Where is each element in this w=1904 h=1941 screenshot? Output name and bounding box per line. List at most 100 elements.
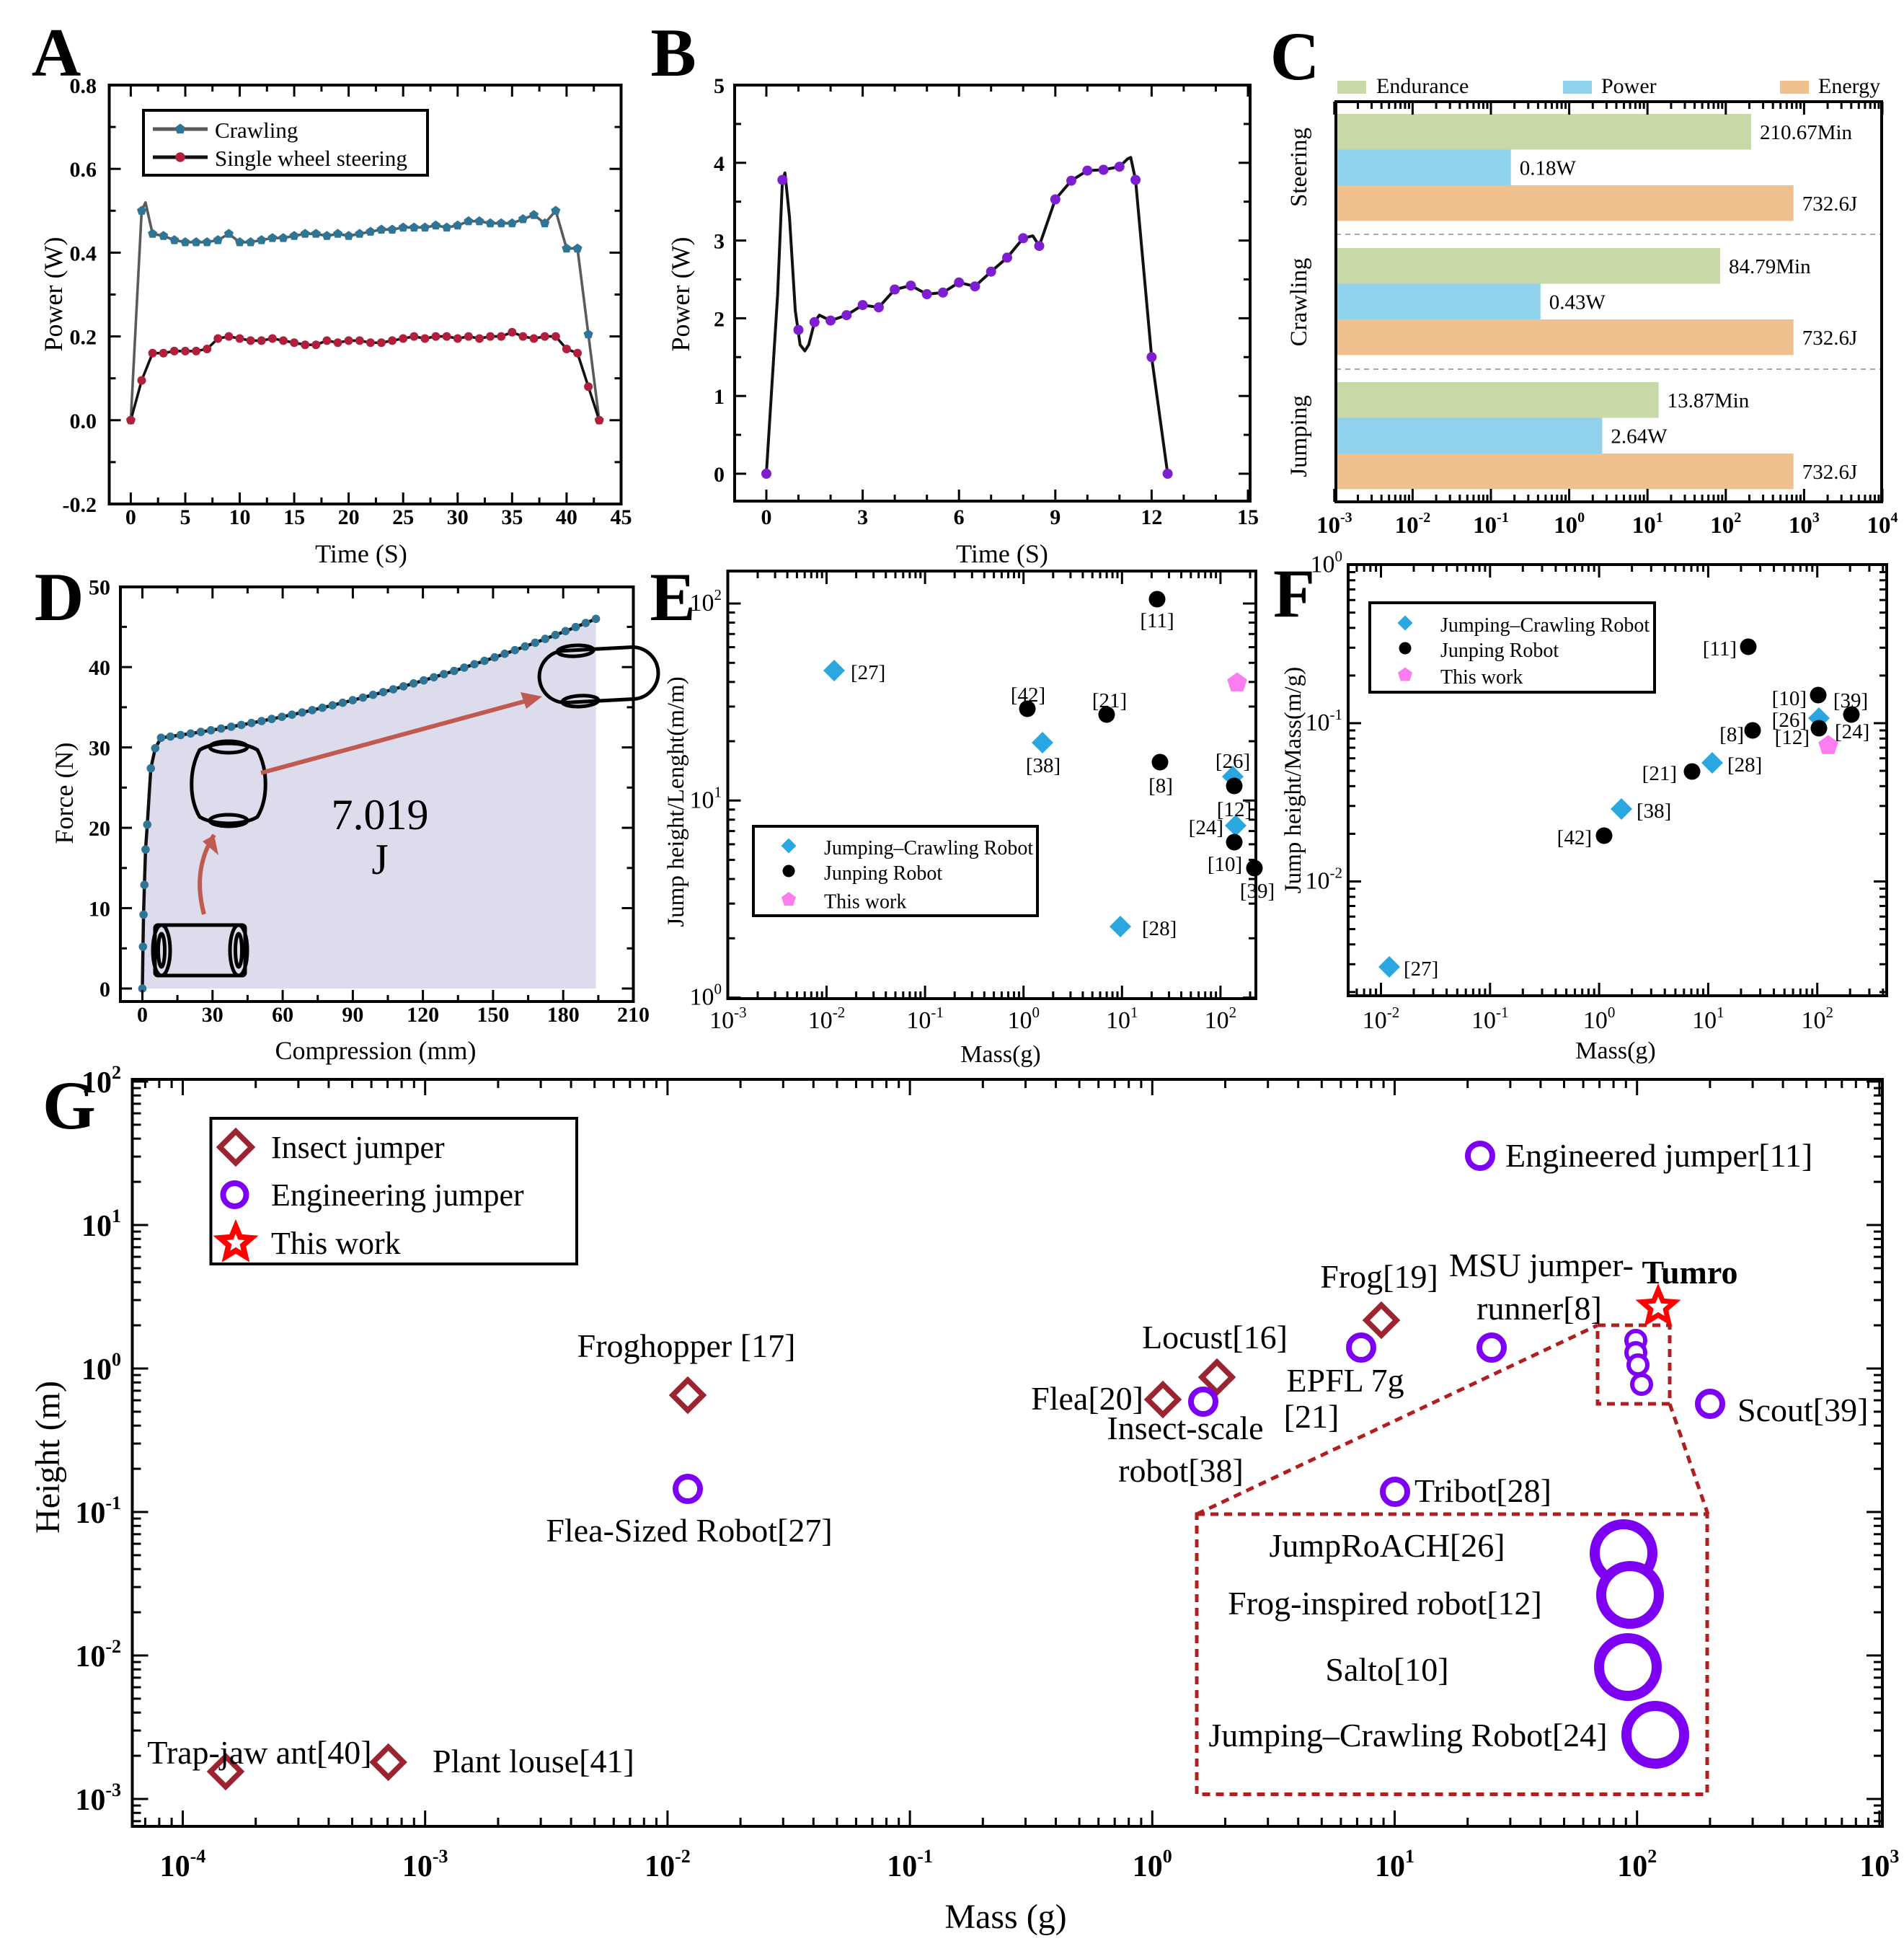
svg-text:15: 15: [283, 505, 305, 529]
svg-text:84.79Min: 84.79Min: [1729, 255, 1811, 278]
svg-text:Power (W): Power (W): [39, 237, 68, 352]
svg-text:Single wheel steering: Single wheel steering: [215, 146, 407, 171]
svg-text:3: 3: [857, 505, 868, 529]
svg-text:[12]: [12]: [1775, 726, 1810, 749]
svg-text:[24]: [24]: [1835, 720, 1869, 743]
svg-text:25: 25: [392, 505, 414, 529]
svg-text:10-2: 10-2: [1363, 1004, 1400, 1034]
svg-text:MSU jumper-: MSU jumper-: [1449, 1247, 1634, 1283]
svg-text:Insect-scale: Insect-scale: [1107, 1410, 1263, 1446]
svg-text:Compression (mm): Compression (mm): [275, 1036, 477, 1065]
svg-text:10: 10: [89, 898, 110, 921]
svg-text:Mass (g): Mass (g): [944, 1898, 1066, 1936]
svg-text:Jumping: Jumping: [1286, 395, 1312, 477]
svg-text:Froghopper [17]: Froghopper [17]: [577, 1327, 796, 1364]
svg-text:robot[38]: robot[38]: [1118, 1452, 1244, 1489]
svg-text:[27]: [27]: [1404, 958, 1438, 981]
svg-text:[8]: [8]: [1719, 723, 1744, 746]
svg-text:Time (S): Time (S): [956, 539, 1048, 568]
svg-text:Flea-Sized Robot[27]: Flea-Sized Robot[27]: [546, 1512, 832, 1549]
svg-text:732.6J: 732.6J: [1802, 193, 1858, 216]
svg-text:Jumping–Crawling Robot[24]: Jumping–Crawling Robot[24]: [1208, 1717, 1607, 1754]
svg-text:0.6: 0.6: [70, 158, 97, 182]
svg-text:Steering: Steering: [1286, 128, 1312, 207]
svg-text:Salto[10]: Salto[10]: [1325, 1651, 1448, 1688]
svg-text:102: 102: [81, 1062, 121, 1100]
svg-text:J: J: [371, 836, 388, 883]
svg-text:Endurance: Endurance: [1376, 74, 1469, 98]
svg-text:[21]: [21]: [1284, 1398, 1340, 1435]
svg-text:20: 20: [89, 817, 110, 841]
svg-text:10-2: 10-2: [1395, 510, 1431, 539]
svg-text:[10]: [10]: [1208, 853, 1242, 876]
svg-text:Frog-inspired robot[12]: Frog-inspired robot[12]: [1228, 1585, 1542, 1622]
svg-text:Insect jumper: Insect jumper: [271, 1130, 445, 1165]
svg-text:0.8: 0.8: [70, 74, 97, 98]
svg-text:45: 45: [610, 505, 632, 529]
svg-text:[21]: [21]: [1642, 762, 1677, 785]
svg-text:[21]: [21]: [1092, 689, 1127, 712]
svg-text:Mass(g): Mass(g): [1575, 1038, 1655, 1064]
svg-text:[12]: [12]: [1217, 798, 1252, 821]
svg-text:0: 0: [714, 463, 725, 487]
svg-text:2: 2: [714, 307, 725, 331]
svg-text:Jump height/Lenght(m/m): Jump height/Lenght(m/m): [663, 676, 689, 927]
svg-text:180: 180: [547, 1003, 580, 1027]
svg-text:This work: This work: [271, 1226, 401, 1261]
svg-text:Time (S): Time (S): [315, 539, 407, 568]
svg-text:Jumping–Crawling Robot: Jumping–Crawling Robot: [1440, 614, 1650, 637]
svg-text:[8]: [8]: [1148, 774, 1173, 797]
svg-text:10: 10: [229, 505, 251, 529]
svg-text:5: 5: [714, 74, 725, 98]
svg-text:0: 0: [137, 1003, 148, 1027]
svg-text:7.019: 7.019: [332, 791, 429, 839]
svg-text:40: 40: [89, 656, 110, 680]
svg-text:[39]: [39]: [1240, 880, 1275, 903]
svg-text:0: 0: [761, 505, 772, 529]
svg-text:Junping Robot: Junping Robot: [824, 862, 942, 885]
svg-text:Scout[39]: Scout[39]: [1737, 1392, 1868, 1428]
svg-text:Tumro: Tumro: [1642, 1254, 1738, 1291]
svg-text:90: 90: [342, 1003, 363, 1027]
svg-text:G: G: [43, 1067, 96, 1144]
svg-text:4: 4: [714, 152, 725, 176]
svg-text:102: 102: [1617, 1846, 1657, 1883]
svg-text:Crawling: Crawling: [215, 118, 298, 143]
svg-text:50: 50: [89, 576, 110, 600]
svg-text:[28]: [28]: [1727, 753, 1762, 777]
svg-text:30: 30: [447, 505, 469, 529]
svg-text:Crawling: Crawling: [1286, 258, 1312, 347]
svg-text:Mass(g): Mass(g): [960, 1041, 1040, 1068]
svg-text:100: 100: [1554, 510, 1585, 539]
svg-text:Locust[16]: Locust[16]: [1142, 1319, 1288, 1356]
svg-text:15: 15: [1237, 505, 1259, 529]
svg-text:40: 40: [556, 505, 577, 529]
svg-text:runner[8]: runner[8]: [1476, 1290, 1602, 1327]
svg-text:This work: This work: [824, 891, 906, 914]
svg-text:30: 30: [89, 737, 110, 761]
svg-text:[10]: [10]: [1772, 687, 1807, 710]
svg-text:E: E: [650, 559, 695, 635]
svg-text:B: B: [650, 14, 696, 91]
svg-text:35: 35: [501, 505, 523, 529]
svg-text:[28]: [28]: [1142, 917, 1177, 940]
svg-text:9: 9: [1050, 505, 1061, 529]
svg-text:732.6J: 732.6J: [1802, 327, 1858, 350]
svg-text:0.43W: 0.43W: [1549, 291, 1606, 314]
svg-text:0: 0: [125, 505, 136, 529]
svg-text:Flea[20]: Flea[20]: [1031, 1380, 1143, 1417]
svg-text:[11]: [11]: [1140, 609, 1174, 632]
svg-text:C: C: [1270, 18, 1320, 94]
svg-text:0: 0: [99, 978, 110, 1002]
svg-text:Jump height/Mass(m/g): Jump height/Mass(m/g): [1280, 667, 1306, 893]
svg-text:0.0: 0.0: [70, 410, 97, 433]
svg-text:Engineering jumper: Engineering jumper: [271, 1177, 524, 1213]
svg-text:2.64W: 2.64W: [1611, 425, 1668, 448]
svg-text:Height (m): Height (m): [29, 1381, 67, 1534]
svg-text:Trap-jaw ant[40]: Trap-jaw ant[40]: [147, 1734, 371, 1771]
svg-text:30: 30: [202, 1003, 223, 1027]
svg-text:EPFL 7g: EPFL 7g: [1286, 1362, 1404, 1399]
svg-text:6: 6: [954, 505, 965, 529]
svg-text:JumpRoACH[26]: JumpRoACH[26]: [1269, 1527, 1505, 1564]
svg-text:732.6J: 732.6J: [1802, 461, 1858, 484]
